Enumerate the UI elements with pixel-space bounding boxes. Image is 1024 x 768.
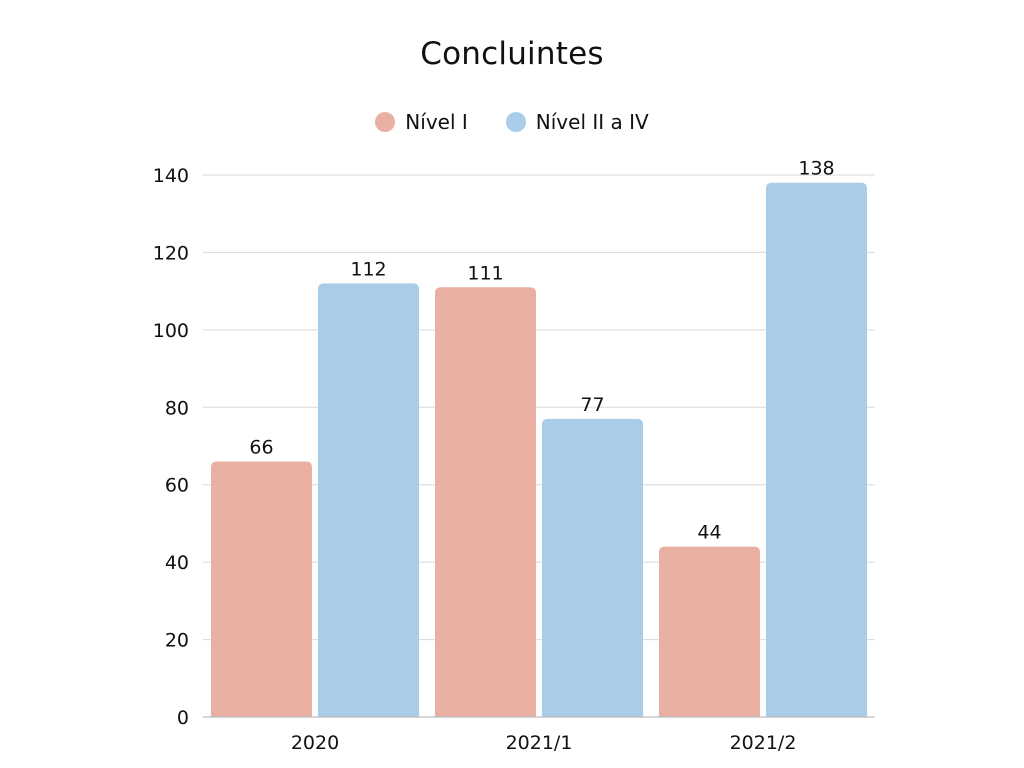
y-tick-label: 80	[165, 397, 189, 419]
y-tick-label: 100	[153, 320, 189, 342]
legend-swatch-nivel-i	[375, 112, 396, 132]
bar-nivel-i	[211, 461, 312, 717]
bar-nivel-ii-iv	[542, 418, 643, 717]
y-tick-label: 140	[153, 165, 189, 187]
y-tick-label: 120	[153, 242, 189, 264]
chart-title: Concluintes	[420, 36, 604, 72]
bar-value-label: 44	[697, 522, 721, 544]
bar-nivel-ii-iv	[766, 182, 867, 717]
legend-item-nivel-i: Nível I	[375, 110, 468, 134]
x-tick-label: 2020	[291, 732, 339, 754]
chart-legend: Nível I Nível II a IV	[0, 110, 1024, 134]
bar-value-label: 112	[350, 258, 386, 280]
x-tick-label: 2021/1	[506, 732, 573, 754]
bar-value-label: 77	[580, 394, 604, 416]
bar-value-label: 66	[249, 436, 273, 458]
legend-swatch-nivel-ii-iv	[505, 112, 526, 132]
legend-label-nivel-ii-iv: Nível II a IV	[535, 110, 649, 134]
x-tick-label: 2021/2	[730, 732, 797, 754]
bar-nivel-ii-iv	[318, 283, 419, 717]
y-tick-label: 60	[165, 475, 189, 497]
y-tick-label: 0	[177, 707, 189, 729]
bar-nivel-i	[659, 546, 760, 717]
legend-item-nivel-ii-iv: Nível II a IV	[505, 110, 649, 134]
y-tick-label: 40	[165, 552, 189, 574]
bar-value-label: 138	[798, 158, 834, 180]
legend-label-nivel-i: Nível I	[405, 110, 468, 134]
bar-nivel-i	[435, 287, 536, 717]
y-tick-label: 20	[165, 630, 189, 652]
bar-value-label: 111	[467, 262, 503, 284]
